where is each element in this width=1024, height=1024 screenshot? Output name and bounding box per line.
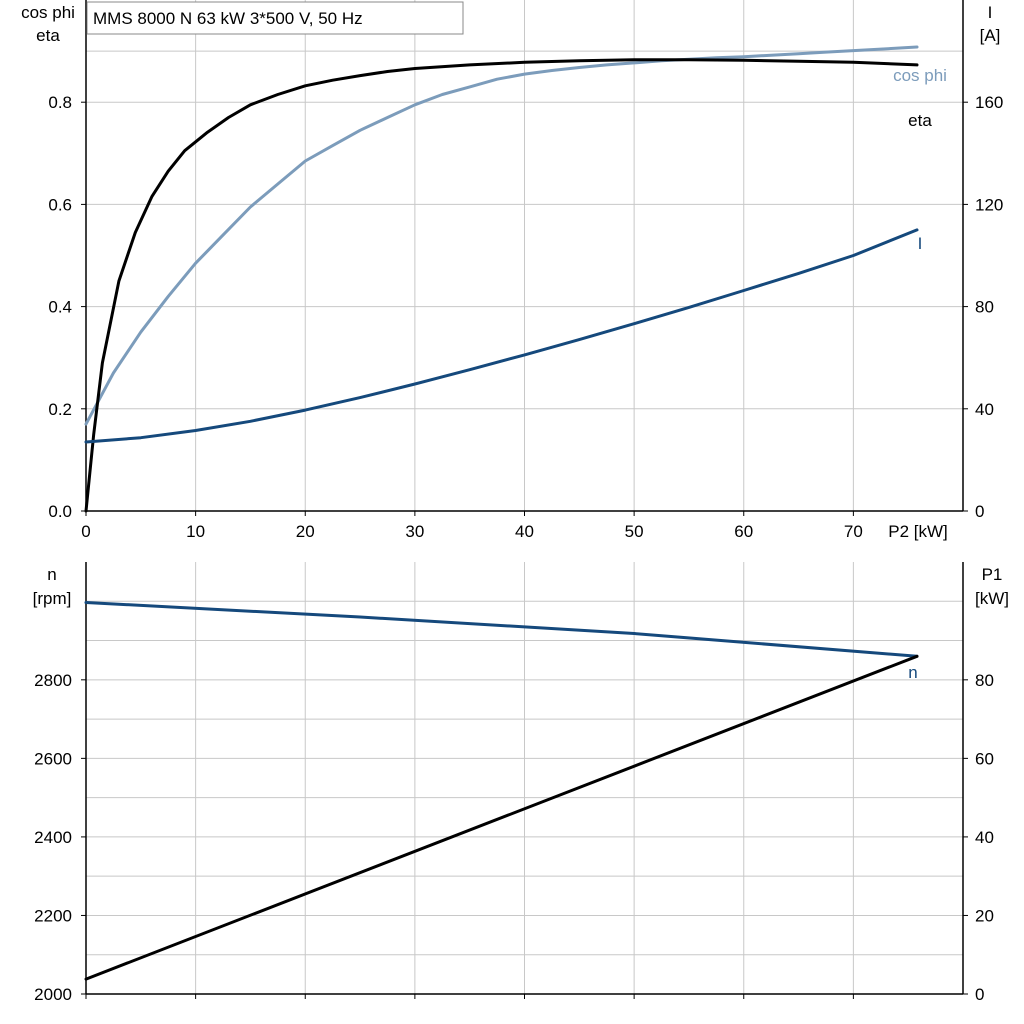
right-y-axis-label: [A]	[980, 26, 1001, 45]
series-line-eta	[84, 58, 919, 513]
x-tick-label: 10	[186, 522, 205, 541]
series-line-cos-phi	[84, 45, 919, 426]
chart-title: MMS 8000 N 63 kW 3*500 V, 50 Hz	[93, 9, 363, 28]
x-axis-label: P2 [kW]	[888, 522, 948, 541]
series-label: n	[908, 663, 917, 682]
left-y-axis-label: cos phi	[21, 3, 75, 22]
bottom-chart-panel: 2000 2200 2400 2600 2800 0 20 40 60 80 n [rpm] P1 [kW…	[33, 562, 1009, 1004]
right-y-tick-label: 20	[975, 906, 994, 925]
top-chart-panel: 0 10 20 30 40 50 60 70 P2 [kW] 0.0 0.2 0.4 0.6 0.8 0 40…	[21, 0, 1003, 541]
right-y-axis-label: [kW]	[975, 589, 1009, 608]
series-line-unlabeled	[84, 654, 919, 981]
right-y-tick-label: 80	[975, 671, 994, 690]
left-y-axis-label: [rpm]	[33, 589, 72, 608]
left-y-tick-label: 0.8	[48, 93, 72, 112]
series-label: eta	[908, 111, 932, 130]
left-y-tick-label: 0.6	[48, 195, 72, 214]
right-y-axis-label: P1	[982, 565, 1003, 584]
series-label: I	[918, 234, 923, 253]
left-y-tick-label: 0.4	[48, 298, 72, 317]
title-box	[86, 1, 464, 35]
right-y-tick-label: 40	[975, 400, 994, 419]
left-y-tick-label: 2400	[34, 828, 72, 847]
right-y-tick-label: 60	[975, 749, 994, 768]
left-y-tick-label: 0.2	[48, 400, 72, 419]
gridlines	[86, 0, 963, 511]
series-line-n	[84, 601, 919, 658]
left-y-tick-label: 2600	[34, 749, 72, 768]
x-tick-label: 60	[734, 522, 753, 541]
left-y-tick-label: 0.0	[48, 502, 72, 521]
left-y-axis-label: n	[47, 565, 56, 584]
series-line-i	[84, 228, 919, 444]
x-tick-label: 70	[844, 522, 863, 541]
gridlines	[86, 562, 963, 994]
x-tick-label: 40	[515, 522, 534, 541]
series-label: cos phi	[893, 66, 947, 85]
left-y-tick-label: 2200	[34, 906, 72, 925]
x-tick-label: 30	[405, 522, 424, 541]
right-y-tick-label: 160	[975, 93, 1003, 112]
right-y-tick-label: 40	[975, 828, 994, 847]
right-y-axis-label: I	[988, 3, 993, 22]
x-tick-label: 20	[296, 522, 315, 541]
left-y-axis-label: eta	[36, 26, 60, 45]
left-y-tick-label: 2800	[34, 671, 72, 690]
right-y-tick-label: 0	[975, 502, 984, 521]
x-tick-label: 0	[81, 522, 90, 541]
right-y-tick-label: 120	[975, 195, 1003, 214]
left-y-tick-label: 2000	[34, 985, 72, 1004]
right-y-tick-label: 80	[975, 298, 994, 317]
right-y-tick-label: 0	[975, 985, 984, 1004]
x-tick-label: 50	[625, 522, 644, 541]
